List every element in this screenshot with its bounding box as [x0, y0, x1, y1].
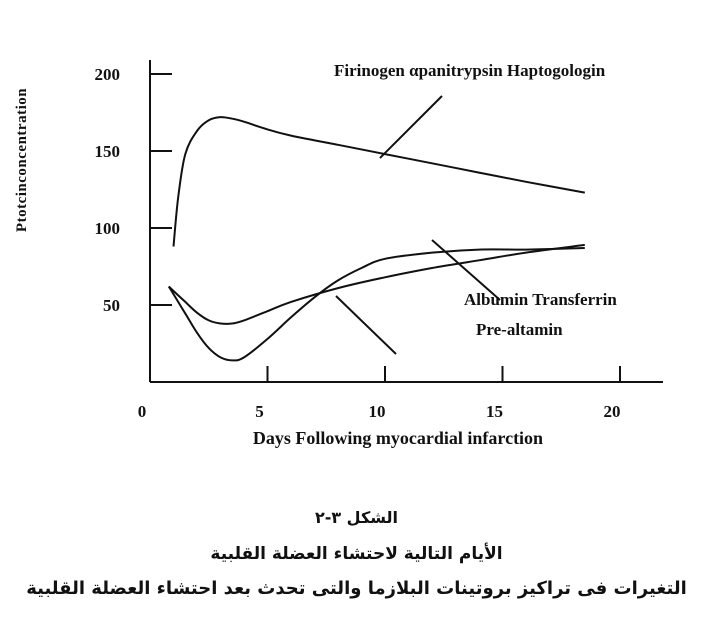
series-line [168, 243, 585, 325]
y-axis-label: Ptotcinconcentration [14, 88, 30, 232]
figure-number: الشكل ٣-٢ [314, 508, 399, 527]
series-lines [167, 116, 585, 362]
y-tick-label: 100 [95, 219, 121, 238]
series-line [172, 116, 585, 247]
figure-caption: التغيرات فى تراكيز بروتينات البلازما وال… [26, 578, 687, 599]
x-tick-label: 5 [255, 402, 264, 421]
figure-subtitle: الأيام التالية لاحتشاء العضلة القلبية [210, 544, 503, 564]
annotation-leader-line [431, 239, 501, 301]
annotation-leader-line [335, 295, 397, 355]
y-tick-label: 200 [95, 65, 121, 84]
y-tick-label: 150 [95, 142, 121, 161]
annotation-leader-line [379, 95, 443, 159]
x-tick-label: 0 [138, 402, 147, 421]
x-tick-label: 10 [369, 402, 386, 421]
annotation-leaders [335, 95, 501, 355]
annotation-label: Albumin Transferrin [464, 290, 617, 309]
series-line [167, 247, 585, 362]
y-tick-label: 50 [103, 296, 120, 315]
x-tick-label: 15 [486, 402, 503, 421]
x-axis-label: Days Following myocardial infarction [253, 428, 543, 448]
x-tick-label: 20 [604, 402, 621, 421]
ticks: 0 5 10 15 20 50 100 150 200 [95, 65, 621, 421]
axes [149, 60, 663, 383]
annotation-label: Firinogen αpanitrypsin Haptogologin [334, 61, 606, 80]
annotation-label: Pre-altamin [476, 320, 563, 339]
